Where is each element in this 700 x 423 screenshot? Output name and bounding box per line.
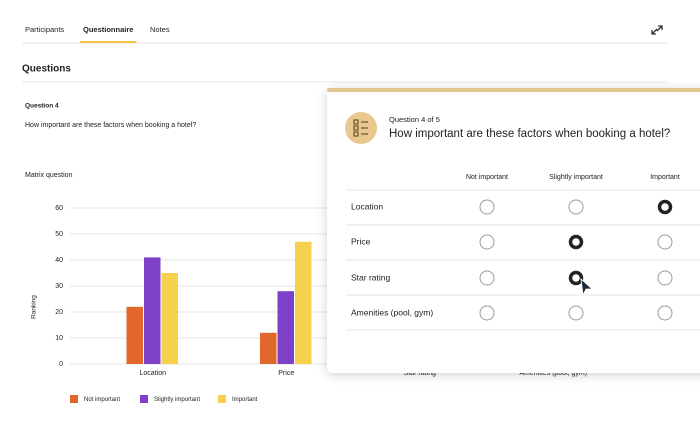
x-tick-label: Star rating [404, 370, 436, 377]
bar [260, 332, 277, 364]
cursor [580, 277, 594, 297]
radio[interactable] [568, 305, 584, 321]
card-accent [327, 88, 700, 92]
radio-selected[interactable] [568, 234, 584, 250]
x-tick-label: Amenities (pool, gym) [519, 370, 587, 377]
row-label: Star rating [351, 272, 390, 282]
radio-selected[interactable] [568, 270, 584, 286]
x-tick-label: Location [140, 370, 167, 377]
chart-title: Matrix question [25, 172, 73, 179]
y-tick-label: 0 [59, 361, 63, 368]
column-header: Slightly important [549, 174, 603, 181]
legend-label: Slightly important [154, 397, 200, 403]
question-text: How important are these factors when boo… [25, 122, 196, 129]
radio[interactable] [657, 270, 673, 286]
row-label: Price [351, 236, 371, 246]
bar [295, 241, 312, 364]
card-title: How important are these factors when boo… [389, 128, 670, 140]
x-tick-label: Price [278, 370, 294, 377]
bar [126, 306, 143, 364]
tab[interactable]: Notes [150, 25, 170, 34]
question-card: Question 4 of 5 How important are these … [327, 88, 700, 373]
column-header: Not important [466, 174, 508, 181]
bar [144, 257, 161, 364]
y-tick-label: 30 [55, 283, 63, 290]
bar [161, 273, 178, 364]
y-axis-label: Ranking [31, 295, 38, 319]
radio[interactable] [568, 199, 584, 215]
y-tick-label: 10 [55, 335, 63, 342]
legend-swatch [140, 395, 148, 403]
radio[interactable] [657, 305, 673, 321]
y-tick-label: 60 [55, 205, 63, 212]
legend-swatch [70, 395, 78, 403]
section-title: Questions [22, 64, 71, 75]
y-tick-label: 20 [55, 309, 63, 316]
column-header: Important [650, 174, 680, 181]
tab[interactable]: Questionnaire [83, 25, 133, 34]
radio[interactable] [479, 305, 495, 321]
y-tick-label: 40 [55, 257, 63, 264]
row-label: Amenities (pool, gym) [351, 307, 433, 317]
tab[interactable]: Participants [25, 25, 64, 34]
radio-selected[interactable] [657, 199, 673, 215]
legend-label: Important [232, 397, 258, 403]
expand-icon[interactable] [651, 25, 663, 35]
y-tick-label: 50 [55, 231, 63, 238]
row-label: Location [351, 201, 383, 211]
radio[interactable] [657, 234, 673, 250]
card-progress: Question 4 of 5 [389, 115, 440, 124]
question-label: Question 4 [25, 103, 59, 110]
question-icon-glyph [353, 119, 368, 137]
radio[interactable] [479, 234, 495, 250]
card-background [327, 88, 700, 373]
radio[interactable] [479, 199, 495, 215]
bar [277, 291, 294, 364]
legend-swatch [218, 395, 226, 403]
legend-label: Not important [84, 397, 120, 403]
radio[interactable] [479, 270, 495, 286]
active-tab-indicator [80, 41, 137, 43]
